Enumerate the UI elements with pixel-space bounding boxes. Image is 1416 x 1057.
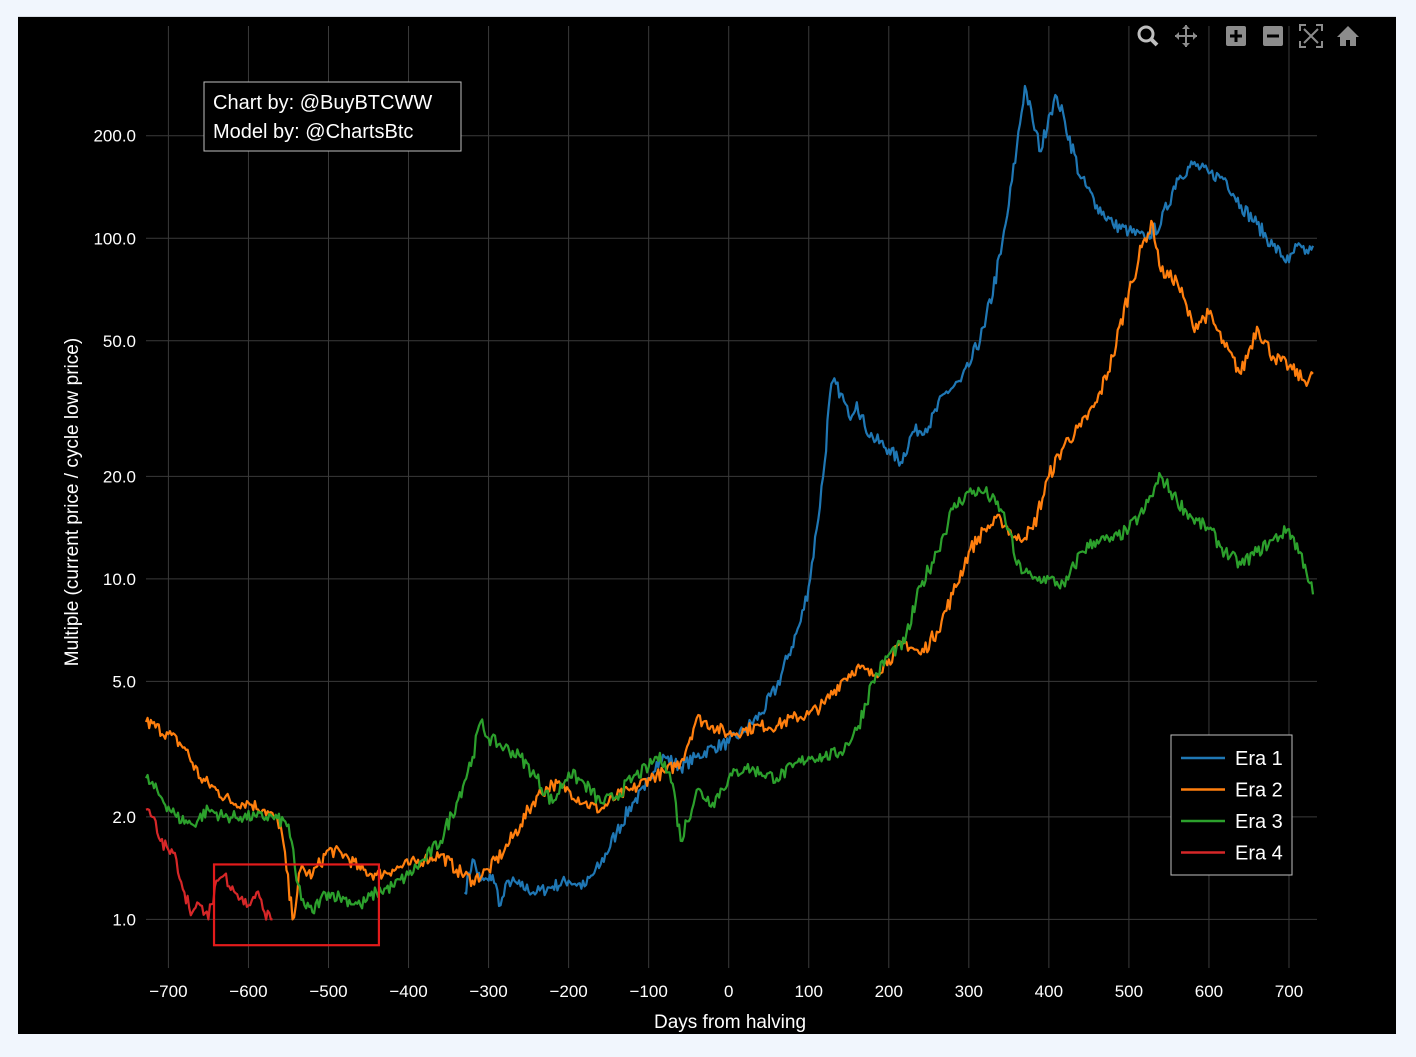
y-tick-label: 200.0 <box>93 127 136 146</box>
autoscale-icon[interactable] <box>1299 24 1323 48</box>
y-axis-title: Multiple (current price / cycle low pric… <box>62 338 83 666</box>
legend-item-era-3[interactable]: Era 3 <box>1181 811 1283 833</box>
zoom-out-icon[interactable] <box>1263 26 1283 46</box>
modebar <box>1137 24 1359 48</box>
credit-box: Chart by: @BuyBTCWW Model by: @ChartsBtc <box>203 81 462 152</box>
series-line-era-4 <box>145 808 273 921</box>
era-4-highlight-rect <box>212 863 381 947</box>
y-tick-label: 5.0 <box>112 672 136 691</box>
x-tick-label: −700 <box>149 982 187 1001</box>
zoom-in-icon[interactable] <box>1226 26 1246 46</box>
zoom-icon[interactable] <box>1137 25 1159 47</box>
grid-lines <box>146 26 1317 968</box>
x-tick-label: 300 <box>955 982 983 1001</box>
x-tick-label: −600 <box>229 982 267 1001</box>
x-tick-label: 500 <box>1115 982 1143 1001</box>
x-tick-label: −300 <box>469 982 507 1001</box>
legend-label: Era 4 <box>1235 843 1283 865</box>
y-tick-label: 50.0 <box>103 332 136 351</box>
series-line-era-2 <box>144 219 1314 921</box>
x-tick-labels: −700 −600 −500 −400 −300 −200 −100 0 100 200 300 40… <box>149 982 1303 1001</box>
x-tick-label: −200 <box>549 982 587 1001</box>
x-tick-label: 200 <box>875 982 903 1001</box>
x-tick-label: −400 <box>389 982 427 1001</box>
series-line-era-3 <box>145 471 1315 915</box>
x-tick-label: −500 <box>309 982 347 1001</box>
series-line-era-1 <box>463 84 1315 908</box>
series-lines <box>144 84 1315 921</box>
credit-line-chart-by: Chart by: @BuyBTCWW <box>213 92 432 114</box>
credit-box-border <box>203 81 462 152</box>
legend-item-era-2[interactable]: Era 2 <box>1181 780 1283 802</box>
y-tick-label: 100.0 <box>93 229 136 248</box>
x-axis-title: Days from halving <box>654 1012 806 1033</box>
legend[interactable]: Era 1 Era 2 Era 3 Era 4 <box>1170 734 1293 876</box>
legend-item-era-4[interactable]: Era 4 <box>1181 843 1283 865</box>
x-tick-label: −100 <box>630 982 668 1001</box>
y-tick-label: 1.0 <box>112 910 136 929</box>
x-tick-label: 700 <box>1275 982 1303 1001</box>
y-tick-label: 10.0 <box>103 570 136 589</box>
legend-item-era-1[interactable]: Era 1 <box>1181 748 1283 770</box>
y-tick-label: 2.0 <box>112 808 136 827</box>
x-tick-label: 0 <box>724 982 733 1001</box>
credit-line-model-by: Model by: @ChartsBtc <box>213 121 413 143</box>
highlight-box <box>212 863 381 947</box>
reset-axes-icon[interactable] <box>1337 26 1359 46</box>
legend-label: Era 3 <box>1235 811 1283 833</box>
pan-icon[interactable] <box>1175 25 1197 47</box>
y-tick-label: 20.0 <box>103 467 136 486</box>
x-tick-label: 600 <box>1195 982 1223 1001</box>
x-tick-label: 400 <box>1035 982 1063 1001</box>
x-tick-label: 100 <box>795 982 823 1001</box>
legend-label: Era 1 <box>1235 748 1283 770</box>
y-tick-labels: 1.0 2.0 5.0 10.0 20.0 50.0 100.0 200.0 <box>93 127 136 930</box>
legend-label: Era 2 <box>1235 780 1283 802</box>
